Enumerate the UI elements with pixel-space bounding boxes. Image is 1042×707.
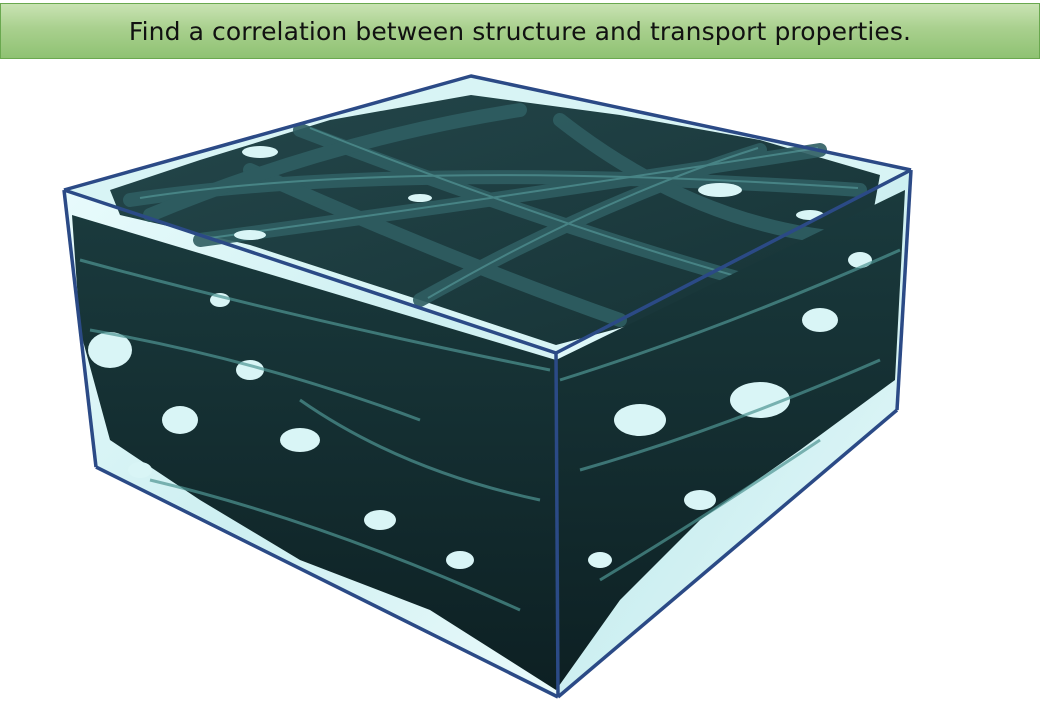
pore	[588, 552, 612, 568]
pore	[162, 406, 198, 434]
pore	[614, 404, 666, 436]
fiber-strand	[143, 103, 527, 222]
pore	[128, 462, 152, 478]
pore	[698, 183, 742, 197]
fiber-highlight	[209, 147, 819, 239]
fiber-highlight	[139, 174, 859, 199]
pore	[88, 332, 132, 368]
fiber-strand	[243, 163, 627, 327]
left-fiber-mass	[72, 215, 556, 690]
fiber-edge	[149, 478, 521, 612]
box-edge-top-back	[63, 74, 912, 192]
top-fiber-layer	[110, 95, 880, 345]
pore	[242, 146, 278, 158]
box-edge-center-vertical	[554, 352, 560, 698]
pore	[802, 308, 838, 332]
fiber-strand	[293, 123, 787, 297]
box-edge-left-vertical	[62, 189, 98, 468]
title-banner: Find a correlation between structure and…	[0, 3, 1040, 59]
pore	[364, 510, 396, 530]
pore	[848, 252, 872, 268]
fiber-edge	[599, 438, 821, 582]
right-fiber-layer	[556, 190, 905, 690]
pore	[684, 490, 716, 510]
box-edge-bottom-left	[95, 465, 559, 699]
left-fiber-layer	[72, 215, 556, 690]
pore	[730, 382, 790, 418]
banner-title: Find a correlation between structure and…	[128, 16, 912, 46]
pore	[234, 230, 266, 240]
fiber-edge	[89, 328, 421, 422]
fiber-edge	[579, 358, 881, 472]
box-edge-right-vertical	[895, 169, 913, 411]
fiber-edge	[559, 248, 901, 382]
pore	[408, 194, 432, 202]
bounding-box	[62, 74, 913, 699]
pore	[446, 551, 474, 569]
box-edge-bottom-right	[556, 408, 899, 699]
pore	[280, 428, 320, 452]
fiber-highlight	[427, 147, 759, 299]
fiber-edge	[299, 398, 541, 502]
fiber-edge	[79, 258, 551, 372]
